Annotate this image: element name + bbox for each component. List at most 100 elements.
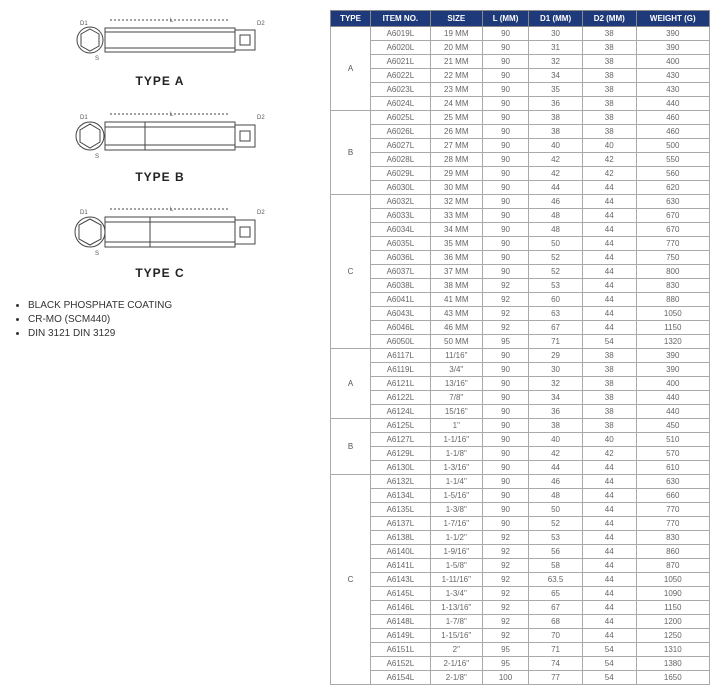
- table-header-cell: D2 (MM): [582, 11, 636, 27]
- table-cell: 44: [582, 601, 636, 615]
- table-cell: 90: [482, 55, 528, 69]
- table-cell: 63: [529, 307, 583, 321]
- table-cell: 40: [582, 139, 636, 153]
- table-cell: 27 MM: [430, 139, 482, 153]
- table-cell: 1050: [636, 307, 709, 321]
- diagram-type-c: D1 D2 L S TYPE C: [10, 202, 310, 280]
- table-cell: 90: [482, 97, 528, 111]
- table-cell: 46 MM: [430, 321, 482, 335]
- table-cell: 67: [529, 601, 583, 615]
- table-cell: A6038L: [371, 279, 431, 293]
- table-cell: 92: [482, 545, 528, 559]
- table-cell: 95: [482, 643, 528, 657]
- table-cell: 20 MM: [430, 41, 482, 55]
- table-cell: 50: [529, 503, 583, 517]
- left-column: D1 D2 L S TYPE A D1 D2 L S: [10, 10, 310, 342]
- table-cell: 53: [529, 531, 583, 545]
- table-cell: 90: [482, 377, 528, 391]
- table-cell: 90: [482, 41, 528, 55]
- table-cell: 620: [636, 181, 709, 195]
- table-cell: A6032L: [371, 195, 431, 209]
- table-cell: 68: [529, 615, 583, 629]
- table-cell: 41 MM: [430, 293, 482, 307]
- table-cell: 15/16": [430, 405, 482, 419]
- table-cell: A6023L: [371, 83, 431, 97]
- table-row: A6148L1-7/8"9268441200: [331, 615, 710, 629]
- table-cell: 90: [482, 517, 528, 531]
- table-cell: 1150: [636, 601, 709, 615]
- table-cell: 770: [636, 237, 709, 251]
- table-cell: 35: [529, 83, 583, 97]
- table-cell: 29: [529, 349, 583, 363]
- table-row: A6137L1-7/16"905244770: [331, 517, 710, 531]
- table-cell: A6033L: [371, 209, 431, 223]
- table-cell: 92: [482, 559, 528, 573]
- table-cell: 60: [529, 293, 583, 307]
- table-cell: 2-1/16": [430, 657, 482, 671]
- svg-text:L: L: [170, 18, 174, 24]
- table-cell: 1-7/8": [430, 615, 482, 629]
- table-cell: 95: [482, 657, 528, 671]
- table-cell: 90: [482, 489, 528, 503]
- table-cell: A6143L: [371, 573, 431, 587]
- table-cell: 1-3/8": [430, 503, 482, 517]
- table-cell: 1-1/16": [430, 433, 482, 447]
- diagram-type-a: D1 D2 L S TYPE A: [10, 10, 310, 88]
- table-row: AA6117L11/16"902938390: [331, 349, 710, 363]
- table-cell: 1310: [636, 643, 709, 657]
- table-cell: 1": [430, 419, 482, 433]
- table-cell: 38: [582, 55, 636, 69]
- table-cell: 440: [636, 391, 709, 405]
- svg-text:L: L: [170, 207, 174, 213]
- table-row: A6130L1-3/16"904444610: [331, 461, 710, 475]
- table-row: A6143L1-11/16"9263.5441050: [331, 573, 710, 587]
- table-row: A6023L23 MM903538430: [331, 83, 710, 97]
- table-cell: 90: [482, 251, 528, 265]
- table-cell: 750: [636, 251, 709, 265]
- table-row: A6140L1-9/16"925644860: [331, 545, 710, 559]
- table-header-cell: ITEM NO.: [371, 11, 431, 27]
- table-cell: 44: [582, 545, 636, 559]
- table-cell: 44: [582, 461, 636, 475]
- note-item: CR-MO (SCM440): [28, 314, 310, 325]
- table-cell: A6021L: [371, 55, 431, 69]
- table-cell: 90: [482, 237, 528, 251]
- table-cell: 65: [529, 587, 583, 601]
- table-cell: 13/16": [430, 377, 482, 391]
- table-cell: A6034L: [371, 223, 431, 237]
- table-cell: 92: [482, 573, 528, 587]
- table-cell: A6149L: [371, 629, 431, 643]
- table-cell: 90: [482, 195, 528, 209]
- table-cell: 11/16": [430, 349, 482, 363]
- table-cell: 50 MM: [430, 335, 482, 349]
- table-cell: 1200: [636, 615, 709, 629]
- table-cell: 800: [636, 265, 709, 279]
- table-cell: 860: [636, 545, 709, 559]
- table-cell: 54: [582, 643, 636, 657]
- table-cell: 430: [636, 83, 709, 97]
- svg-text:D2: D2: [257, 21, 265, 27]
- table-cell: 92: [482, 321, 528, 335]
- table-cell: A6028L: [371, 153, 431, 167]
- table-cell: 90: [482, 363, 528, 377]
- spec-table: TYPEITEM NO.SIZEL (MM)D1 (MM)D2 (MM)WEIG…: [330, 10, 710, 685]
- table-cell: 32: [529, 55, 583, 69]
- table-cell: A6130L: [371, 461, 431, 475]
- table-row: A6134L1-5/16"904844660: [331, 489, 710, 503]
- table-cell: A6036L: [371, 251, 431, 265]
- table-cell: 38: [582, 363, 636, 377]
- table-cell: 92: [482, 531, 528, 545]
- table-cell: 44: [582, 615, 636, 629]
- table-cell: 53: [529, 279, 583, 293]
- table-cell: 1-7/16": [430, 517, 482, 531]
- table-header-cell: WEIGHT (G): [636, 11, 709, 27]
- type-cell: C: [331, 475, 371, 685]
- table-cell: 52: [529, 251, 583, 265]
- table-cell: 38: [529, 419, 583, 433]
- table-cell: 40: [582, 433, 636, 447]
- table-cell: A6125L: [371, 419, 431, 433]
- table-cell: 44: [582, 279, 636, 293]
- table-cell: A6122L: [371, 391, 431, 405]
- table-cell: 1380: [636, 657, 709, 671]
- table-cell: 44: [582, 237, 636, 251]
